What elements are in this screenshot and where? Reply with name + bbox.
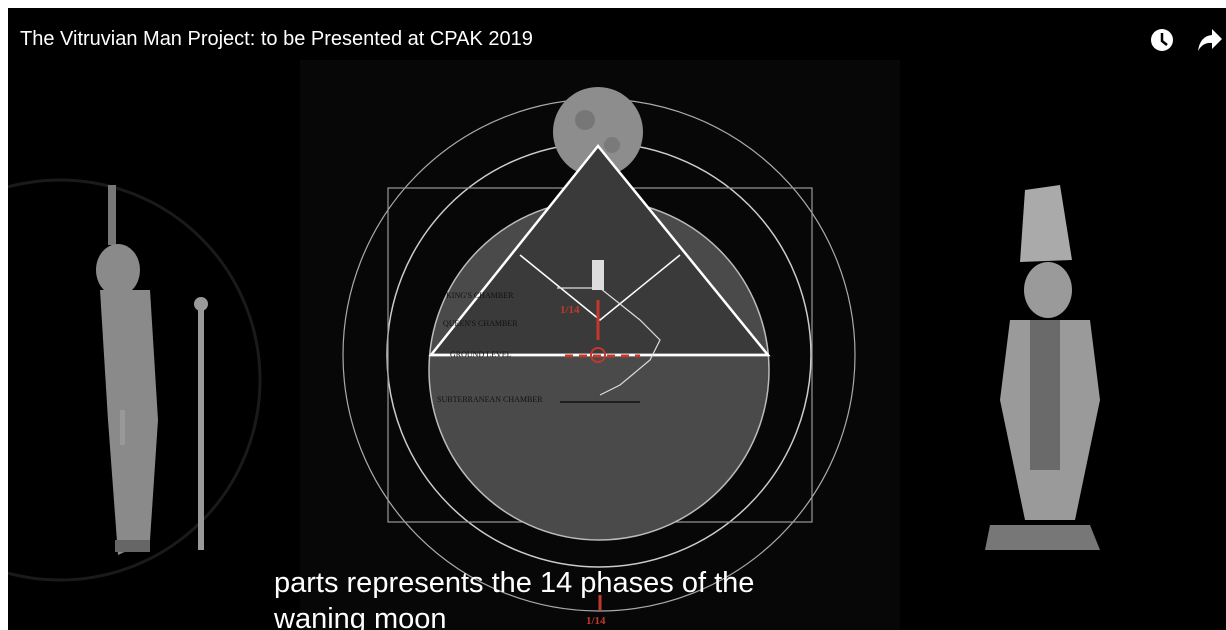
fraction-label: 1/14 — [560, 304, 580, 316]
page: KING'S CHAMBER QUEEN'S CHAMBER GROUND LE… — [0, 0, 1226, 630]
video-title[interactable]: The Vitruvian Man Project: to be Present… — [20, 28, 533, 51]
chamber-label: QUEEN'S CHAMBER — [443, 319, 518, 328]
video-frame: KING'S CHAMBER QUEEN'S CHAMBER GROUND LE… — [8, 8, 1226, 630]
watch-later-icon[interactable] — [1151, 29, 1173, 51]
chamber-label: SUBTERRANEAN CHAMBER — [437, 395, 543, 404]
fraction-label: 1/14 — [586, 615, 606, 627]
chamber-label: KING'S CHAMBER — [446, 291, 514, 300]
caption-line: parts represents the 14 phases of the — [274, 565, 754, 601]
video-player[interactable]: KING'S CHAMBER QUEEN'S CHAMBER GROUND LE… — [8, 8, 1226, 630]
chamber-label: GROUND LEVEL — [450, 350, 512, 359]
caption-line: waning moon — [274, 601, 447, 630]
